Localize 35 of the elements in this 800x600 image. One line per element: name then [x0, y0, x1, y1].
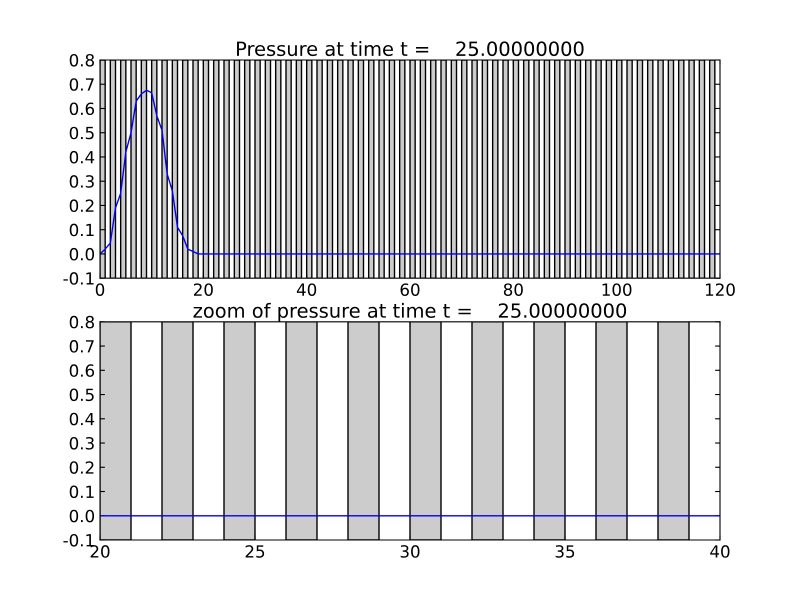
- y-tick-label: 0.2: [70, 461, 94, 474]
- y-tick-label: 0.5: [70, 126, 94, 140]
- y-tick-label: 0.4: [70, 412, 94, 426]
- y-tick-label: -0.1: [63, 534, 94, 547]
- x-tick-label: 35: [556, 545, 574, 558]
- x-tick-label: 0: [96, 283, 104, 296]
- x-tick-label: 20: [194, 283, 213, 296]
- y-tick-label: 0.0: [70, 248, 94, 261]
- y-tick-label: 0.8: [70, 54, 94, 67]
- y-tick-label: 0.1: [70, 224, 94, 236]
- y-tick-label: 0.1: [70, 485, 94, 498]
- y-tick-label: 0.6: [70, 102, 94, 116]
- x-tick-label: 120: [706, 283, 735, 296]
- x-tick-label: 25: [246, 545, 264, 558]
- x-tick-label: 60: [400, 283, 420, 296]
- chart-title: Pressure at time t = 25.00000000: [237, 41, 584, 56]
- y-tick-label: 0.6: [70, 364, 94, 377]
- x-tick-label: 30: [400, 545, 420, 558]
- y-tick-label: 0.2: [70, 199, 94, 212]
- x-tick-label: 40: [710, 545, 730, 558]
- y-tick-label: 0.5: [70, 388, 94, 402]
- y-tick-label: 0.3: [70, 175, 94, 188]
- y-tick-label: 0.7: [70, 340, 94, 353]
- y-tick-label: 0.3: [70, 436, 94, 450]
- y-tick-label: 0.0: [70, 510, 94, 522]
- chart-title: zoom of pressure at time t = 25.00000000: [193, 302, 626, 322]
- y-tick-label: -0.1: [63, 272, 94, 285]
- y-tick-label: 0.4: [70, 150, 94, 164]
- line-series: [100, 90, 720, 255]
- x-tick-label: 100: [602, 283, 632, 296]
- x-tick-label: 20: [90, 545, 110, 558]
- y-tick-label: 0.7: [70, 78, 94, 91]
- y-tick-label: 0.8: [70, 316, 94, 328]
- x-tick-label: 40: [296, 283, 316, 296]
- x-tick-label: 80: [504, 283, 523, 296]
